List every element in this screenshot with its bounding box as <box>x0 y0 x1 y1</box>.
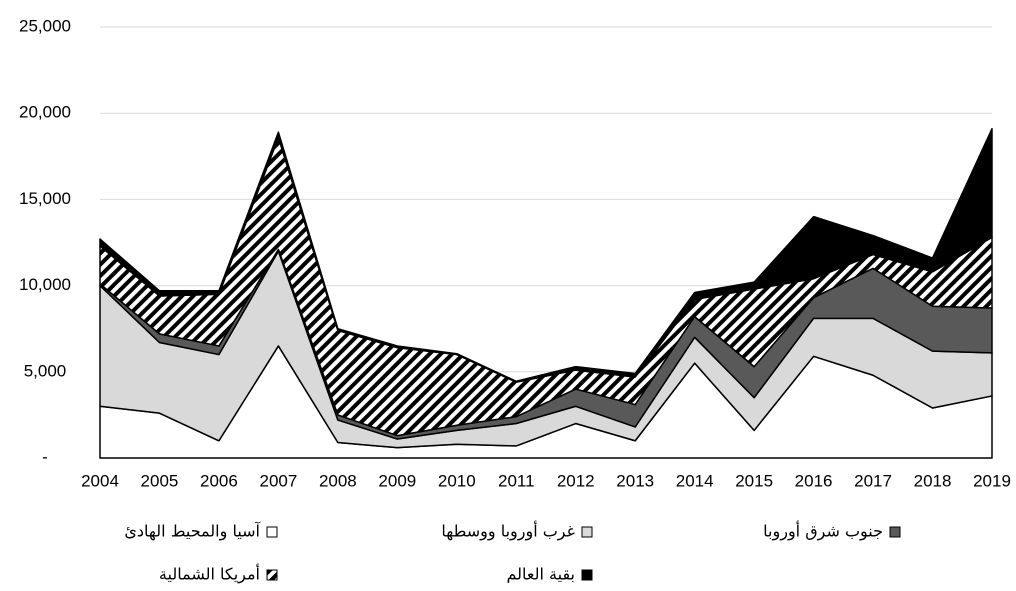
x-tick-label: 2012 <box>557 471 595 490</box>
legend-label: غرب أوروبا ووسطها <box>441 521 575 542</box>
x-tick-label: 2009 <box>378 471 416 490</box>
x-tick-label: 2016 <box>795 471 833 490</box>
x-tick-label: 2015 <box>735 471 773 490</box>
x-tick-label: 2013 <box>616 471 654 490</box>
legend-label: آسيا والمحيط الهادئ <box>124 522 261 542</box>
y-tick-label: 15,000 <box>19 189 71 208</box>
legend-swatch <box>266 526 278 538</box>
x-tick-label: 2004 <box>81 471 119 490</box>
y-tick-label: 5,000 <box>24 361 67 380</box>
x-tick-label: 2008 <box>319 471 357 490</box>
legend-swatch <box>581 569 593 581</box>
x-tick-label: 2019 <box>973 471 1011 490</box>
y-tick-label: 10,000 <box>19 275 71 294</box>
legend-label: جنوب شرق أوروبا <box>763 521 883 542</box>
y-tick-label: 25,000 <box>19 16 71 35</box>
legend-label: أمريكا الشمالية <box>159 564 260 585</box>
x-tick-label: 2006 <box>200 471 238 490</box>
area <box>99 127 993 383</box>
x-tick-label: 2017 <box>854 471 892 490</box>
x-tick-label: 2010 <box>438 471 476 490</box>
legend-label: بقية العالم <box>507 565 575 584</box>
y-tick-label: 20,000 <box>19 103 71 122</box>
legend-swatch <box>266 569 278 581</box>
x-tick-label: 2007 <box>259 471 297 490</box>
y-tick-label: - <box>42 447 48 466</box>
x-tick-label: 2011 <box>498 471 535 490</box>
x-tick-label: 2005 <box>141 471 179 490</box>
legend-swatch <box>581 526 593 538</box>
legend-swatch <box>889 526 901 538</box>
x-tick-label: 2018 <box>914 471 952 490</box>
x-tick-label: 2014 <box>676 471 714 490</box>
